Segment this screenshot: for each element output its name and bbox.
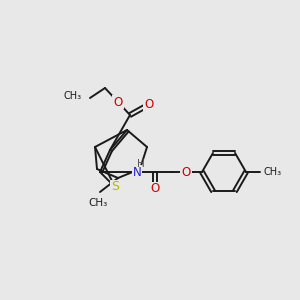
Text: CH₃: CH₃ xyxy=(264,167,282,177)
Text: S: S xyxy=(111,181,119,194)
Text: O: O xyxy=(182,166,190,178)
Text: O: O xyxy=(150,182,160,196)
Text: O: O xyxy=(113,95,123,109)
Text: CH₃: CH₃ xyxy=(64,91,82,101)
Text: CH₃: CH₃ xyxy=(88,198,108,208)
Text: H: H xyxy=(137,159,145,169)
Text: N: N xyxy=(133,166,141,178)
Text: O: O xyxy=(144,98,154,112)
